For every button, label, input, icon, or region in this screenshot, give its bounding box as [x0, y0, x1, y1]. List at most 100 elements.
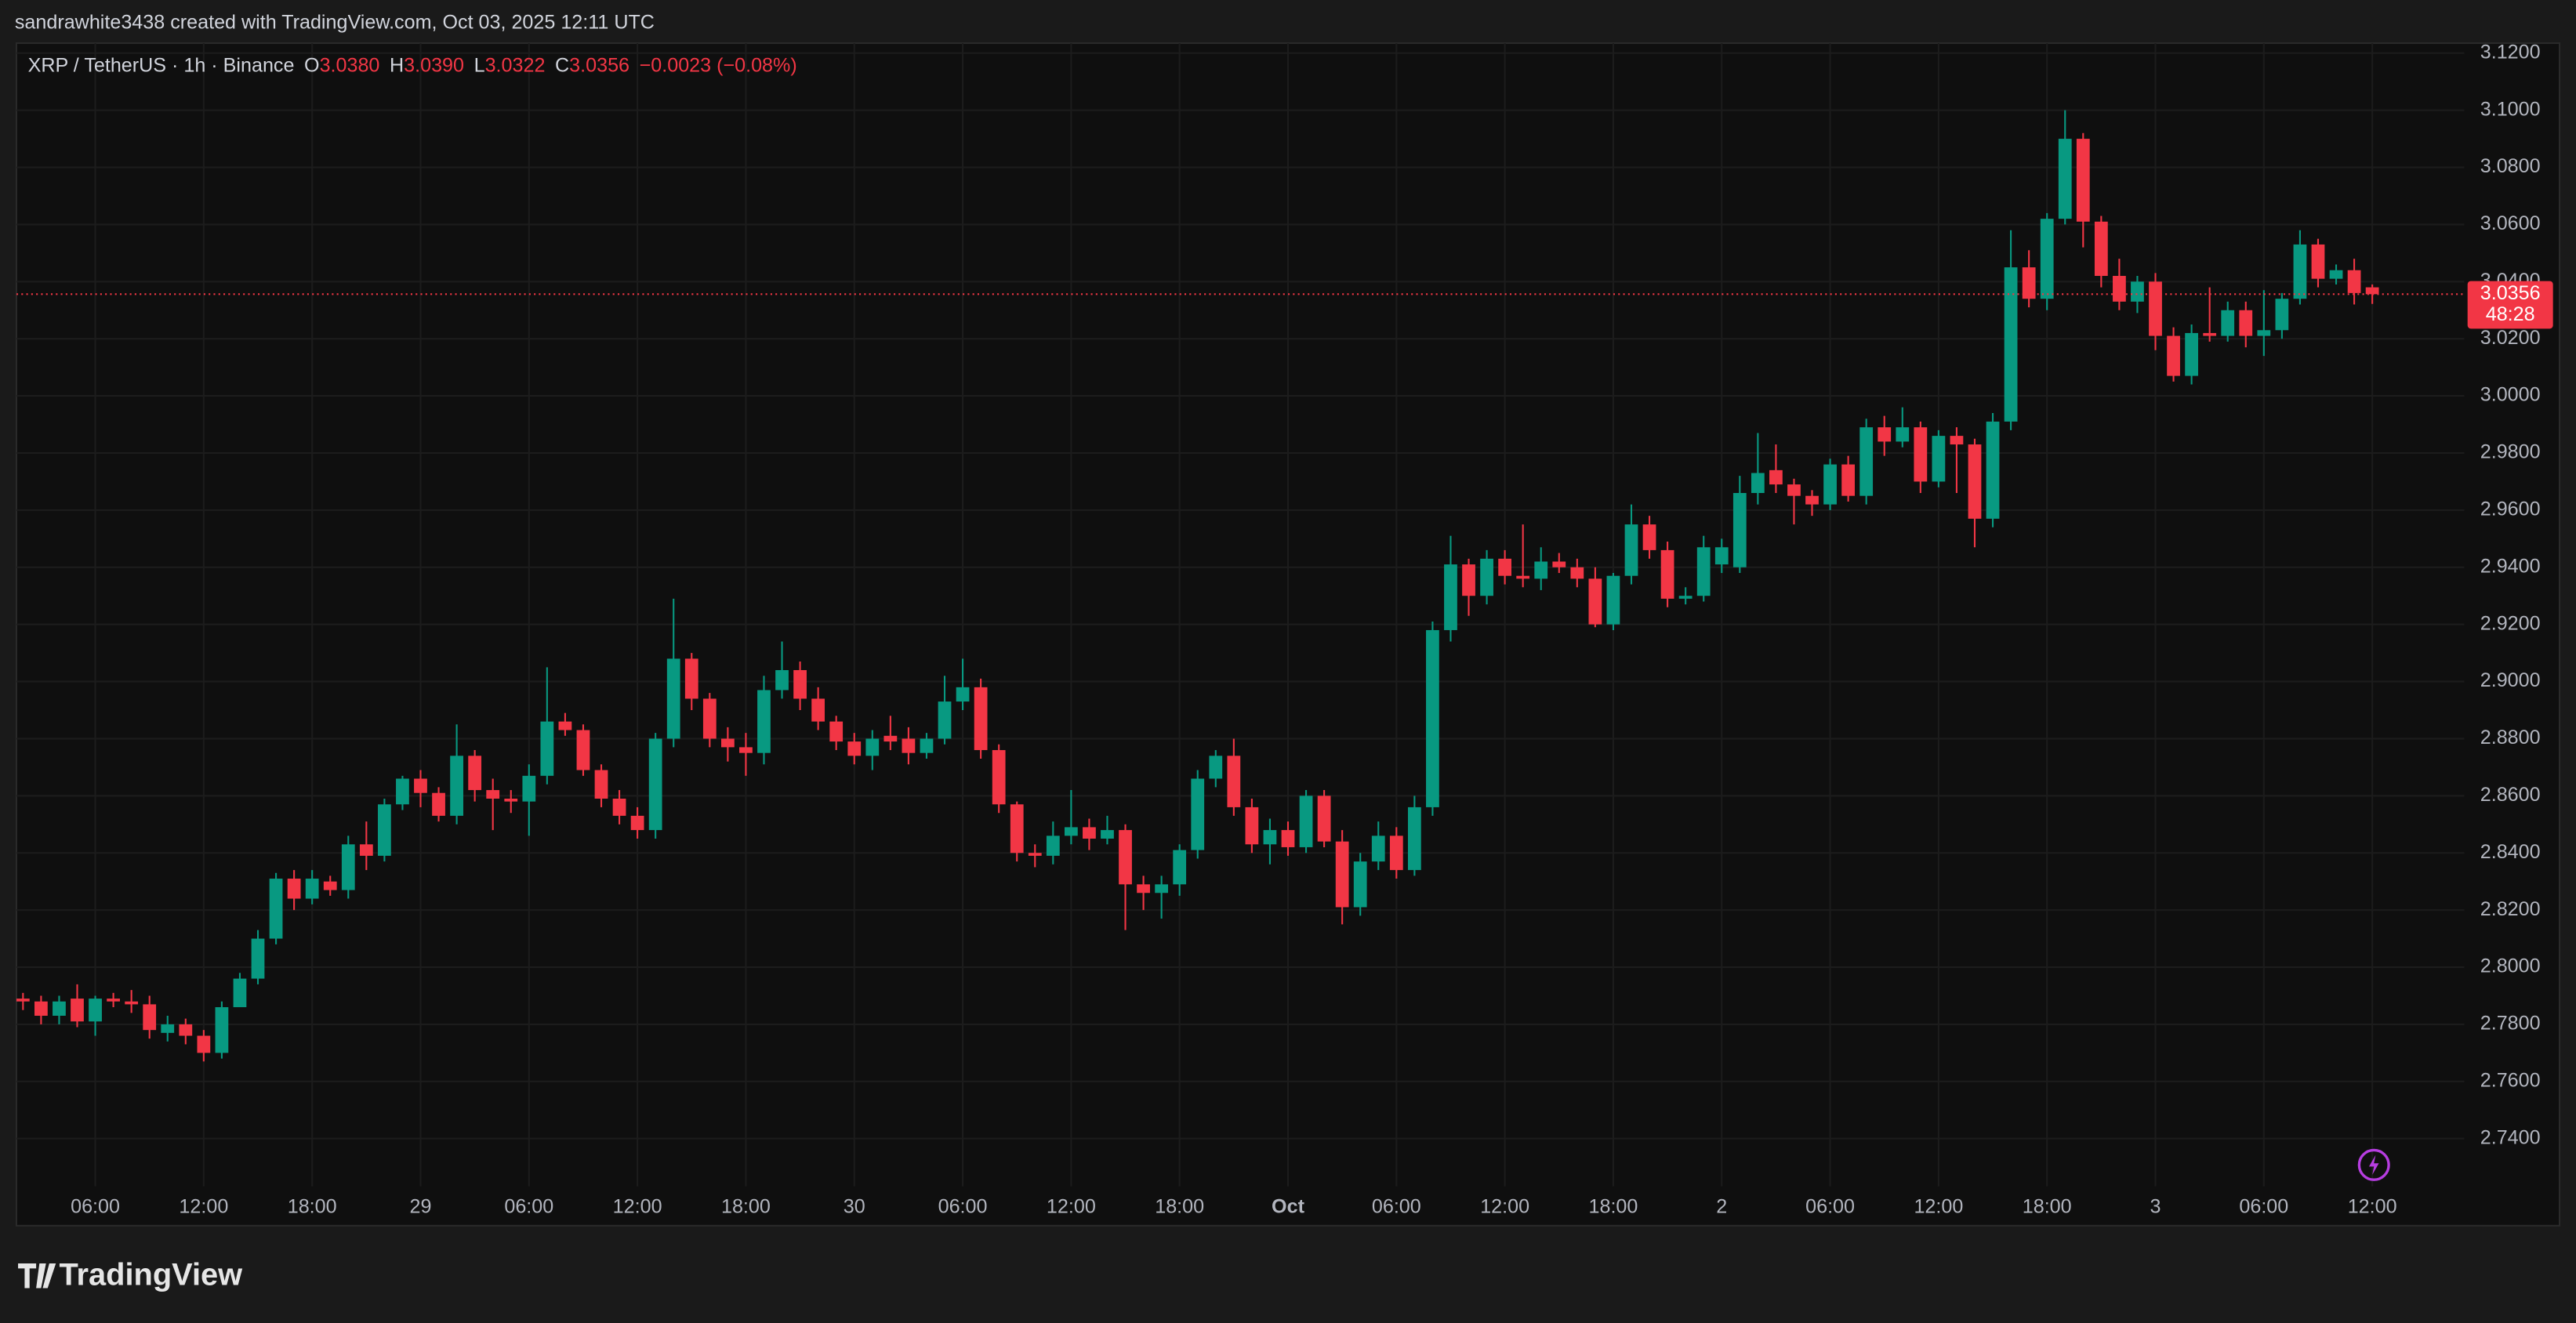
- candle-body: [143, 1004, 157, 1031]
- candle-body: [630, 815, 644, 831]
- candle-body: [1534, 561, 1548, 579]
- candle-body: [1119, 830, 1132, 885]
- y-tick-label: 2.7400: [2480, 1126, 2541, 1148]
- candle-body: [1480, 558, 1493, 596]
- candle-body: [1805, 495, 1819, 505]
- candle-body: [648, 738, 662, 831]
- x-tick-label: 3: [2150, 1195, 2161, 1217]
- candle-body: [2004, 267, 2018, 422]
- candle-body: [1245, 806, 1259, 845]
- alert-bolt[interactable]: [2368, 1154, 2379, 1175]
- candle-body: [1714, 547, 1729, 565]
- candle-body: [1317, 796, 1331, 842]
- candle-body: [1606, 575, 1620, 625]
- candle-body: [811, 698, 825, 722]
- candle-body: [1769, 469, 1783, 485]
- candle-body: [1281, 830, 1295, 847]
- candle-body: [522, 775, 536, 802]
- candle-body: [1155, 884, 1169, 893]
- x-tick-label: 29: [410, 1195, 432, 1217]
- candle-body: [305, 879, 319, 899]
- candle-body: [323, 881, 337, 890]
- candle-body: [34, 1001, 48, 1016]
- y-tick-label: 3.0800: [2480, 155, 2541, 177]
- candle-body: [486, 790, 500, 799]
- candle-body: [1064, 827, 1078, 836]
- candle-body: [1552, 561, 1566, 567]
- candle-body: [775, 669, 789, 690]
- candle-body: [2022, 267, 2036, 299]
- x-tick-label: 12:00: [2348, 1195, 2397, 1217]
- candle-body: [2203, 332, 2217, 336]
- candle-body: [1678, 596, 1693, 599]
- x-tick-label: 2: [1716, 1195, 1727, 1217]
- y-tick-label: 2.8800: [2480, 727, 2541, 748]
- candle-body: [576, 730, 590, 770]
- c-key: C: [555, 54, 569, 76]
- x-tick-label: 06:00: [1805, 1195, 1855, 1217]
- candle-body: [1010, 804, 1024, 854]
- candle-body: [2131, 281, 2144, 302]
- x-tick-label: 18:00: [288, 1195, 337, 1217]
- candle-body: [1968, 444, 1982, 519]
- candle-body: [197, 1035, 211, 1053]
- candle-body: [341, 844, 355, 890]
- x-tick-label: 18:00: [2023, 1195, 2072, 1217]
- y-tick-label: 2.9600: [2480, 498, 2541, 520]
- candle-body: [1137, 884, 1150, 893]
- candle-body: [251, 938, 265, 979]
- alert-circle[interactable]: [2357, 1148, 2390, 1181]
- x-tick-label: 06:00: [1372, 1195, 1421, 1217]
- price-label: 3.0356: [2480, 282, 2541, 304]
- candle-body: [1353, 861, 1367, 908]
- candle-body: [125, 1001, 139, 1005]
- x-tick-label: 12:00: [1480, 1195, 1529, 1217]
- logo: TradingView: [18, 1257, 243, 1292]
- candle-body: [2076, 139, 2090, 222]
- candle-body: [702, 698, 717, 739]
- candle-body: [1932, 436, 1946, 482]
- price-label-box: [2467, 281, 2553, 329]
- h-value: 3.0390: [404, 54, 464, 76]
- candle-body: [1299, 796, 1313, 847]
- y-tick-label: 3.1000: [2480, 98, 2541, 120]
- x-tick-label: Oct: [1272, 1195, 1305, 1217]
- candle-body: [540, 721, 554, 776]
- x-tick-label: 18:00: [1155, 1195, 1204, 1217]
- candle-body: [1588, 578, 1602, 625]
- change: −0.0023 (−0.08%): [640, 54, 797, 76]
- axes: 2.7400 2.7600 2.7800 2.8000 2.8200 2.8400 2.86…: [71, 41, 2553, 1217]
- candle-body: [2347, 270, 2361, 293]
- x-tick-label: 18:00: [1589, 1195, 1638, 1217]
- x-tick-label: 06:00: [71, 1195, 120, 1217]
- candle-body: [1407, 806, 1421, 871]
- x-tick-label: 06:00: [938, 1195, 988, 1217]
- candle-body: [1570, 567, 1584, 579]
- candle-body: [414, 778, 427, 793]
- brand: TradingView: [59, 1257, 243, 1292]
- candle-body: [1046, 835, 1060, 856]
- candle-body: [684, 658, 698, 699]
- candle-body: [594, 770, 608, 799]
- candle-body: [1335, 841, 1349, 908]
- candle-body: [2365, 287, 2379, 295]
- candle-body: [902, 738, 916, 753]
- candle-body: [504, 798, 518, 802]
- candle-body: [1841, 464, 1856, 496]
- candle-body: [16, 999, 30, 1002]
- candle-body: [974, 687, 988, 751]
- candle-body: [179, 1024, 193, 1036]
- candle-body: [865, 738, 880, 756]
- candle-body: [1823, 464, 1837, 505]
- candle-body: [558, 721, 572, 730]
- candle-body: [1624, 524, 1638, 576]
- logo-icon: [18, 1263, 56, 1289]
- h-key: H: [390, 54, 404, 76]
- candle-body: [720, 738, 735, 748]
- candle-body: [2311, 244, 2325, 279]
- candle-body: [161, 1024, 175, 1033]
- candle-body: [829, 721, 844, 742]
- alert-icon[interactable]: [2357, 1148, 2390, 1181]
- candle-body: [1191, 778, 1205, 850]
- candle-body: [233, 978, 247, 1008]
